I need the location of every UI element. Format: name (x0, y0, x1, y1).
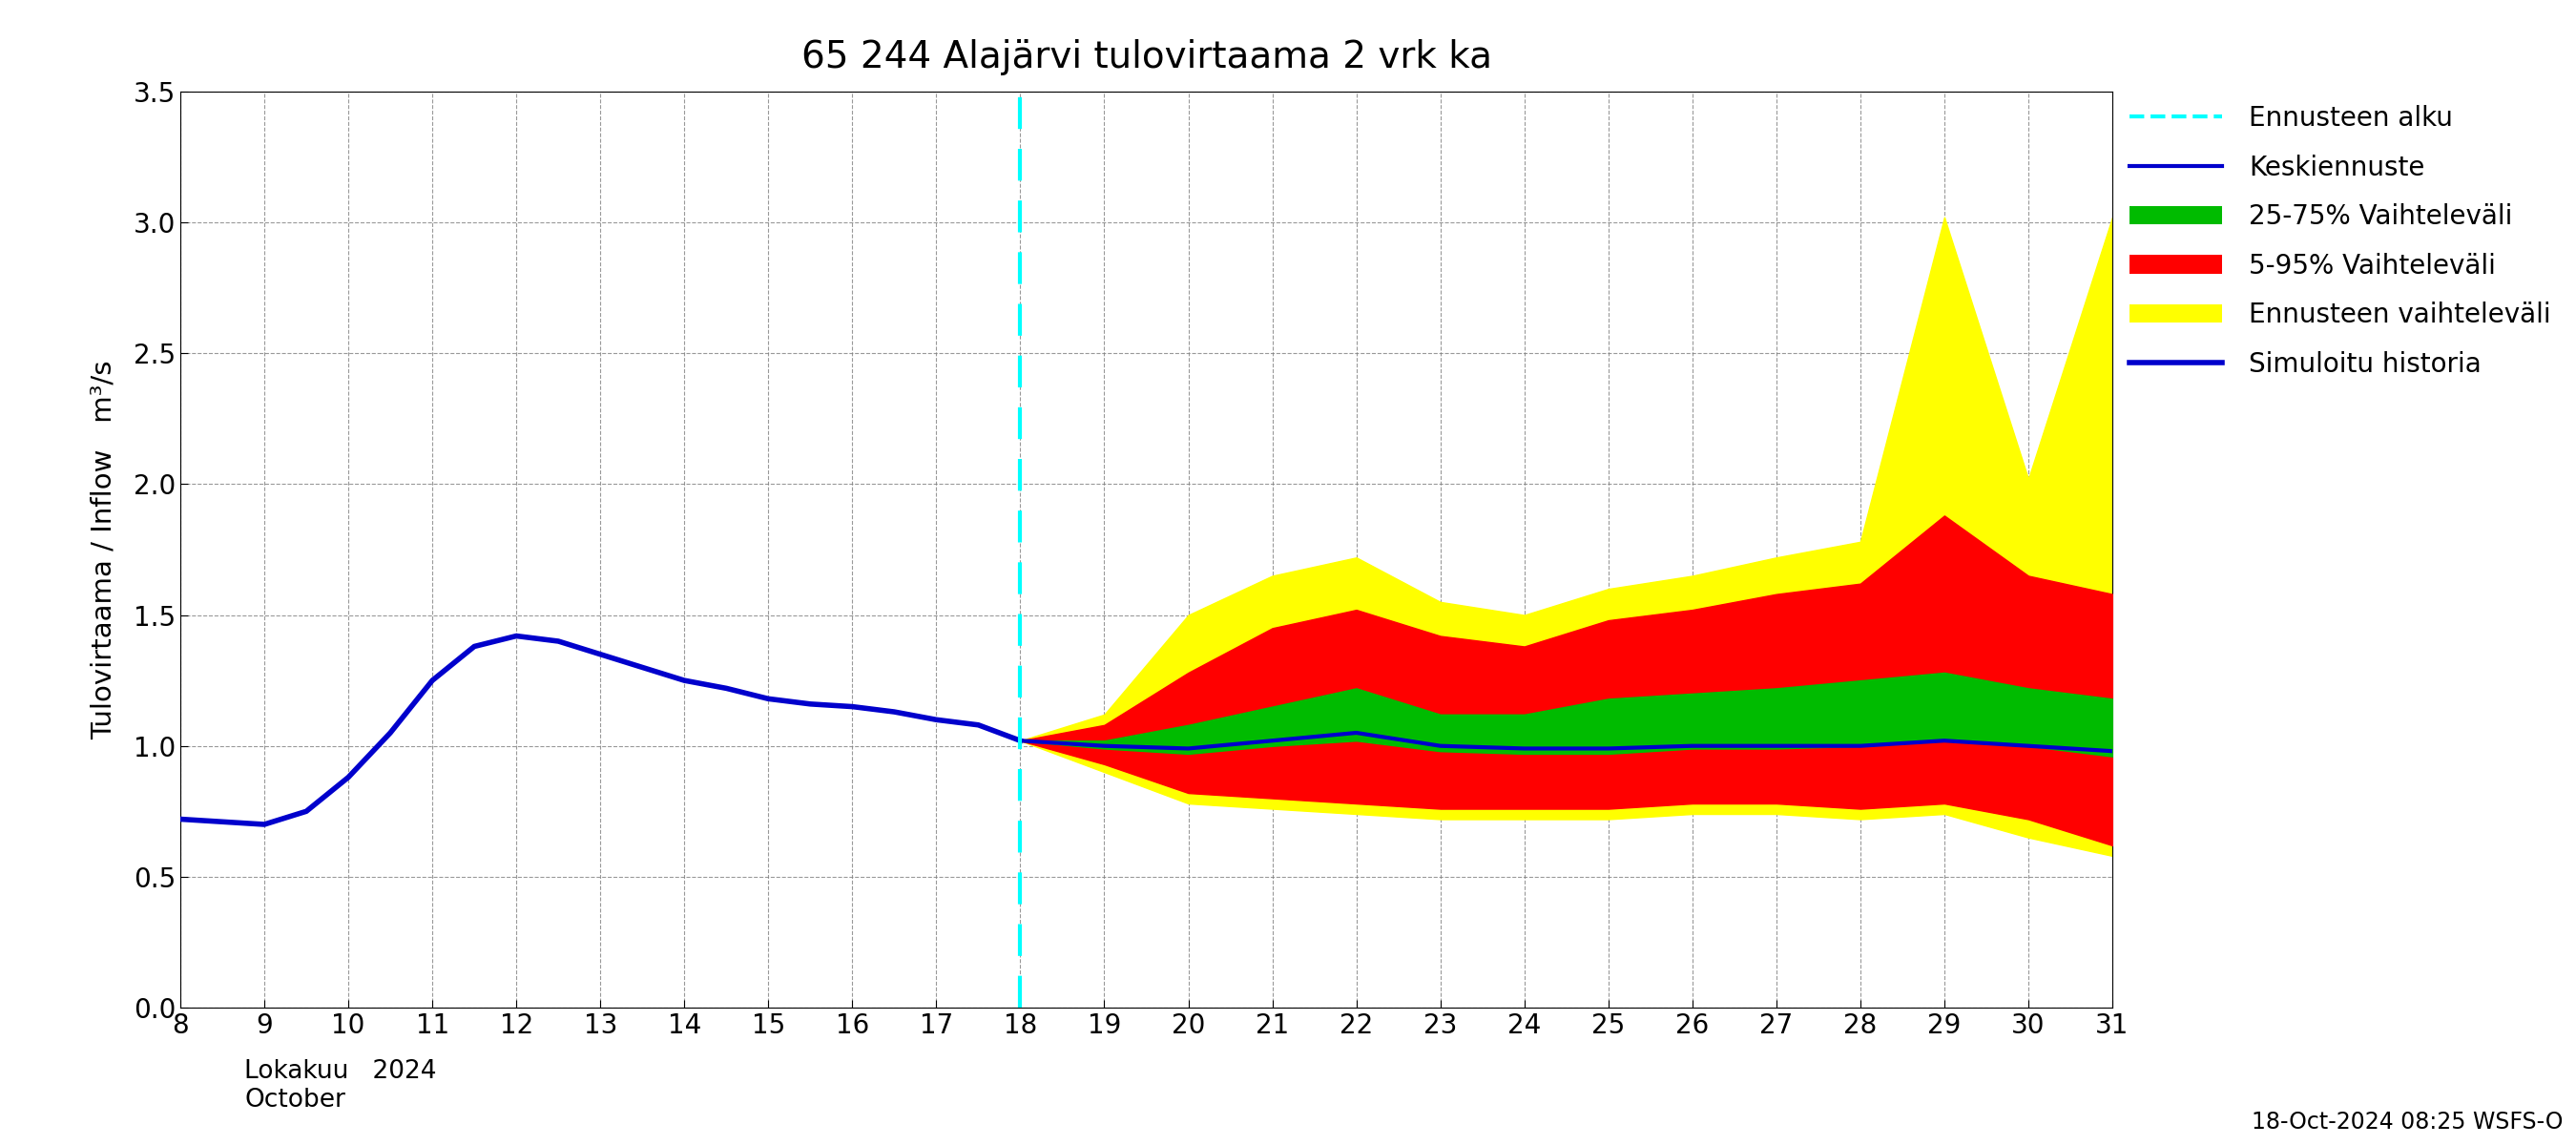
Text: 18-Oct-2024 08:25 WSFS-O: 18-Oct-2024 08:25 WSFS-O (2251, 1111, 2563, 1134)
Legend: Ennusteen alku, Keskiennuste, 25-75% Vaihteleväli, 5-95% Vaihteleväli, Ennusteen: Ennusteen alku, Keskiennuste, 25-75% Vai… (2130, 105, 2550, 378)
Text: Lokakuu   2024
October: Lokakuu 2024 October (245, 1059, 438, 1113)
Title: 65 244 Alajärvi tulovirtaama 2 vrk ka: 65 244 Alajärvi tulovirtaama 2 vrk ka (801, 39, 1492, 76)
Y-axis label: Tulovirtaama / Inflow   m³/s: Tulovirtaama / Inflow m³/s (90, 360, 118, 740)
